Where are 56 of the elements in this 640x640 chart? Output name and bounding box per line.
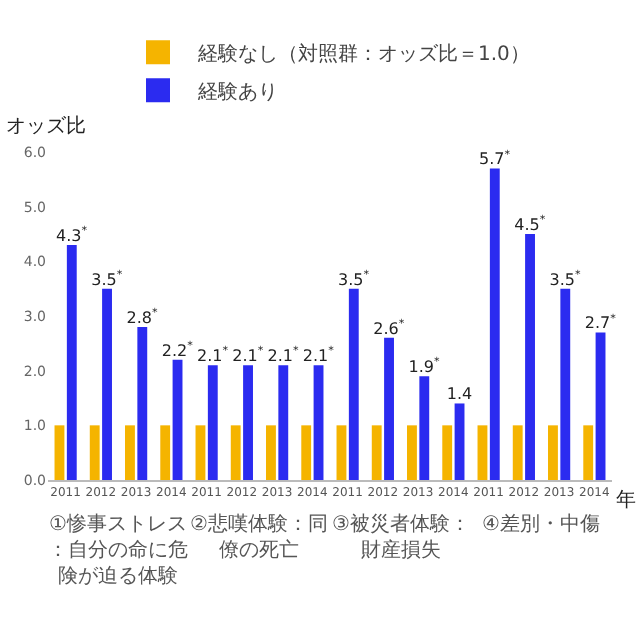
bar xyxy=(195,425,206,480)
data-label: 5.7$^{*}$ xyxy=(479,147,511,169)
bar xyxy=(243,365,253,480)
data-label: 2.1$^{*}$ xyxy=(197,344,229,366)
bar xyxy=(266,425,276,480)
data-label: 1.4 xyxy=(446,385,473,404)
bar xyxy=(137,326,148,480)
text: ④差別・中傷 xyxy=(482,512,600,536)
legend-label: 経験あり xyxy=(196,80,278,104)
bar xyxy=(89,425,100,480)
bar xyxy=(348,288,359,480)
data-label: 3.5$^{*}$ xyxy=(338,267,370,289)
bar xyxy=(172,359,183,480)
data-label: 1.9$^{*}$ xyxy=(408,355,441,377)
bar xyxy=(384,337,394,480)
bar xyxy=(102,288,112,480)
bar xyxy=(548,425,558,480)
bar xyxy=(66,244,77,480)
bar xyxy=(278,365,289,480)
text: ②悲嘆体験：同僚の死亡 xyxy=(190,512,328,562)
bar xyxy=(419,376,430,480)
bar xyxy=(207,365,218,480)
data-label: 3.5$^{*}$ xyxy=(549,267,582,289)
bar xyxy=(583,425,594,480)
bar xyxy=(125,425,135,480)
legend-label: 経験なし（対照群：オッズ比＝1.0） xyxy=(196,42,530,66)
bar xyxy=(560,288,571,480)
bar xyxy=(313,365,324,480)
data-label: 2.7$^{*}$ xyxy=(584,311,617,333)
bar xyxy=(525,234,535,480)
bar xyxy=(442,425,453,480)
data-label: 4.3$^{*}$ xyxy=(56,224,88,245)
data-label: 2.6$^{*}$ xyxy=(373,317,405,338)
data-label: 4.5$^{*}$ xyxy=(514,213,546,234)
text: ①惨事ストレス：自分の命に危険が迫る体験 xyxy=(48,512,188,588)
data-label: 2.1$^{*}$ xyxy=(267,344,300,366)
data-label: 2.8$^{*}$ xyxy=(126,306,159,327)
data-label: 3.5$^{*}$ xyxy=(91,267,123,289)
x-axis-title: 年 xyxy=(616,488,636,512)
y-axis-title: オッズ比 xyxy=(6,114,86,138)
bar xyxy=(301,425,312,480)
bar xyxy=(336,425,347,480)
text: ③被災者体験：財産損失 xyxy=(332,512,470,562)
bar xyxy=(489,168,500,480)
bar xyxy=(371,425,382,480)
bar xyxy=(407,425,417,480)
data-label: 2.2$^{*}$ xyxy=(161,339,194,360)
bar xyxy=(595,332,606,480)
bar xyxy=(454,403,465,480)
data-label: 2.1$^{*}$ xyxy=(302,344,335,366)
data-label: 2.1$^{*}$ xyxy=(232,344,264,366)
bar xyxy=(54,425,65,480)
bar xyxy=(160,425,171,480)
bar xyxy=(512,425,523,480)
bar xyxy=(230,425,241,480)
bar xyxy=(477,425,488,480)
